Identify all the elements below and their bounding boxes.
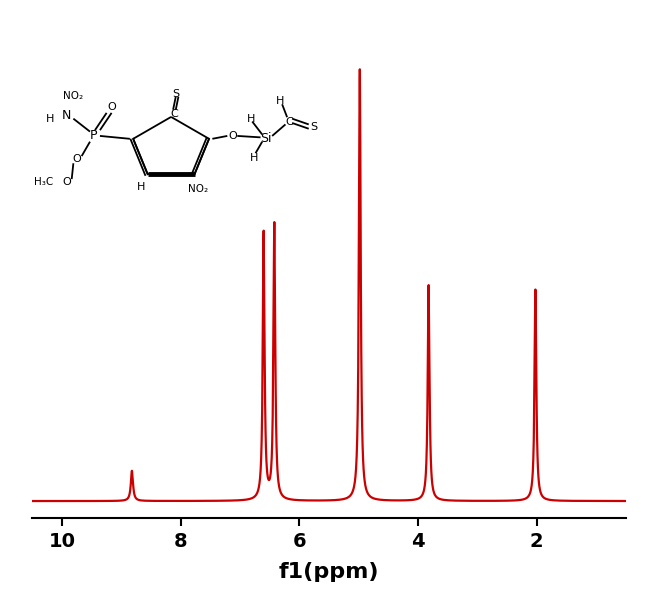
X-axis label: f1(ppm): f1(ppm): [279, 562, 379, 581]
